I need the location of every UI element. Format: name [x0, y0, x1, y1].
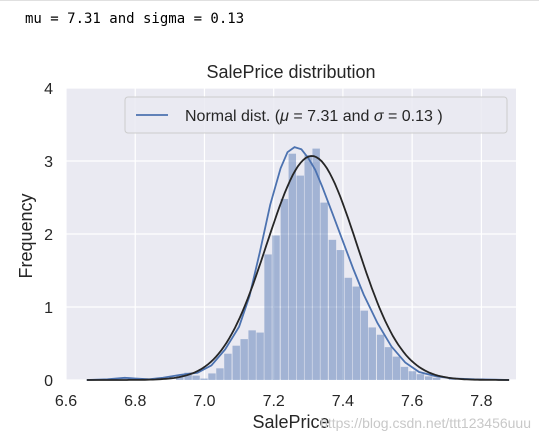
- histogram-bar-13: [256, 332, 264, 380]
- histogram-bar-21: [320, 202, 328, 380]
- histogram-bar-31: [400, 366, 409, 380]
- histogram-bar-34: [424, 376, 433, 380]
- x-axis-label: SalePrice: [252, 412, 329, 432]
- y-tick-label-3: 3: [44, 154, 53, 171]
- histogram-bar-9: [224, 353, 232, 380]
- histogram-bar-7: [208, 373, 216, 380]
- histogram-bar-6: [200, 378, 208, 380]
- histogram-bar-15: [272, 235, 280, 380]
- histogram-bars: [127, 148, 473, 380]
- normal-fit-curve: [86, 155, 510, 381]
- histogram-bar-18: [296, 175, 304, 380]
- top-border: [0, 0, 539, 1]
- x-tick-label-1: 6.8: [124, 393, 146, 410]
- histogram-bar-12: [248, 330, 256, 380]
- legend-mid: = 7.31 and: [289, 108, 374, 125]
- histogram-bar-33: [416, 374, 425, 380]
- legend-sigma-symbol: σ: [374, 108, 385, 125]
- y-tick-label-4: 4: [44, 81, 53, 98]
- histogram-bar-26: [360, 310, 369, 380]
- x-tick-label-2: 7.0: [193, 393, 215, 410]
- histogram-bar-27: [368, 327, 376, 380]
- histogram-bar-32: [408, 371, 417, 380]
- console-output: mu = 7.31 and sigma = 0.13: [25, 11, 245, 27]
- histogram-bar-14: [264, 254, 272, 380]
- grid: [65, 87, 516, 381]
- histogram-bar-28: [376, 334, 385, 380]
- histogram-bar-11: [240, 339, 248, 380]
- histogram-bar-35: [432, 377, 441, 380]
- y-tick-labels: 0 1 2 3 4: [44, 81, 53, 390]
- histogram-bar-5: [192, 375, 200, 380]
- histogram-bar-16: [280, 198, 289, 380]
- legend-mu-symbol: μ: [279, 108, 289, 125]
- histogram-bar-17: [288, 153, 297, 380]
- x-tick-label-4: 7.4: [332, 393, 354, 410]
- legend-suffix: = 0.13 ): [384, 108, 443, 125]
- histogram-bar-20: [312, 148, 320, 380]
- y-tick-label-1: 1: [44, 300, 53, 317]
- histogram-bar-24: [344, 277, 353, 380]
- y-tick-label-0: 0: [44, 373, 53, 390]
- x-tick-label-0: 6.6: [55, 393, 77, 410]
- histogram-bar-29: [384, 347, 393, 380]
- y-axis-label: Frequency: [16, 193, 36, 278]
- x-tick-label-5: 7.6: [401, 393, 423, 410]
- histogram-bar-36: [448, 378, 457, 380]
- histogram-bar-30: [392, 356, 401, 380]
- histogram-bar-22: [328, 239, 337, 380]
- chart-title: SalePrice distribution: [206, 62, 375, 82]
- legend-prefix: Normal dist. (: [185, 108, 281, 125]
- x-tick-labels: 6.6 6.8 7.0 7.2 7.4 7.6 7.8: [55, 393, 493, 410]
- histogram-bar-8: [216, 368, 224, 380]
- histogram-bar-4: [184, 372, 192, 380]
- histogram-bar-10: [232, 345, 240, 380]
- legend-box: [124, 96, 508, 134]
- watermark: https://blog.csdn.net/ttt123456uuu: [320, 415, 531, 431]
- legend: Normal dist. (μ = 7.31 and σ = 0.13 ): [124, 96, 508, 134]
- histogram-bar-19: [304, 155, 312, 380]
- legend-label: Normal dist. (μ = 7.31 and σ = 0.13 ): [185, 108, 443, 125]
- x-tick-label-6: 7.8: [470, 393, 492, 410]
- histogram-bar-23: [336, 250, 345, 380]
- y-tick-label-2: 2: [44, 227, 53, 244]
- x-tick-label-3: 7.2: [263, 393, 285, 410]
- histogram-bar-25: [352, 286, 361, 380]
- kde-curve: [86, 146, 510, 381]
